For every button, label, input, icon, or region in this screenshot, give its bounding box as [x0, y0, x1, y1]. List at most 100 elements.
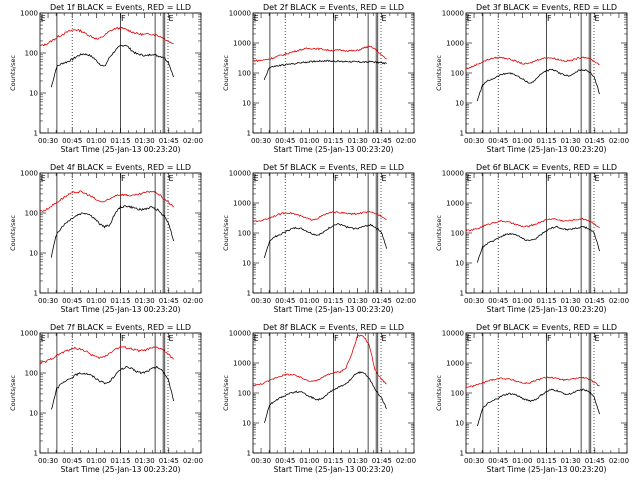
y-tick-label: 10 [29, 250, 38, 258]
y-tick-label: 1 [460, 450, 464, 458]
marker-label-e: E [41, 334, 46, 343]
x-tick-label: 01:45 [372, 297, 392, 305]
panel-det-7: Det 7f BLACK = Events, RED = LLD 1 10 100 10… [9, 323, 203, 474]
panel-title: Det 1f BLACK = Events, RED = LLD [50, 3, 191, 12]
y-tick-label: 10000 [442, 330, 464, 338]
y-tick-label: 1 [247, 130, 251, 138]
y-tick-label: 10000 [229, 10, 251, 18]
marker-label-e: E [594, 14, 599, 23]
y-tick-label: 10 [29, 90, 38, 98]
x-tick-label: 01:00 [299, 137, 319, 145]
x-tick-label: 01:00 [299, 457, 319, 465]
events-series-line [476, 388, 600, 427]
y-tick-label: 1 [34, 290, 38, 298]
y-tick-label: 100 [451, 70, 464, 78]
marker-label-e: E [168, 334, 173, 343]
x-axis-label: Start Time (25-Jan-13 00:23:20) [274, 465, 394, 474]
x-tick-label: 02:00 [396, 137, 416, 145]
y-axis-label: Counts/sec [435, 215, 443, 251]
marker-label-f: F [547, 14, 552, 23]
x-tick-label: 01:15 [323, 457, 343, 465]
y-tick-label: 1 [460, 130, 464, 138]
y-axis-label: Counts/sec [222, 215, 230, 251]
x-tick-label: 00:30 [38, 297, 58, 305]
x-axis-label: Start Time (25-Jan-13 00:23:20) [487, 145, 607, 154]
marker-label-e: E [254, 334, 259, 343]
y-tick-label: 10 [455, 420, 464, 428]
x-tick-label: 01:30 [135, 457, 155, 465]
x-tick-label: 00:45 [275, 297, 295, 305]
x-tick-label: 01:00 [86, 297, 106, 305]
events-series-line [263, 59, 387, 81]
panel-det-6: Det 6f BLACK = Events, RED = LLD 1 10 100 10… [435, 163, 629, 314]
x-tick-label: 01:15 [110, 457, 130, 465]
x-axis-label: Start Time (25-Jan-13 00:23:20) [61, 465, 181, 474]
y-axis-label: Counts/sec [222, 375, 230, 411]
y-tick-label: 1000 [20, 330, 38, 338]
panel-det-2: Det 2f BLACK = Events, RED = LLD 1 10 100 10… [222, 3, 416, 154]
y-tick-label: 10 [242, 260, 251, 268]
x-tick-label: 00:45 [62, 297, 82, 305]
y-tick-label: 100 [451, 390, 464, 398]
events-series-line [263, 370, 387, 424]
x-tick-label: 01:30 [561, 137, 581, 145]
y-tick-label: 10 [242, 100, 251, 108]
y-tick-label: 100 [238, 390, 251, 398]
x-tick-label: 00:30 [38, 457, 58, 465]
y-tick-label: 10 [455, 260, 464, 268]
marker-label-e: E [168, 174, 173, 183]
panel-det-8: Det 8f BLACK = Events, RED = LLD 1 10 100 10… [222, 323, 416, 474]
y-tick-label: 1000 [20, 10, 38, 18]
x-tick-label: 00:30 [38, 137, 58, 145]
y-tick-label: 1000 [446, 200, 464, 208]
y-tick-label: 100 [25, 370, 38, 378]
y-tick-label: 10000 [442, 170, 464, 178]
lld-series-line [40, 345, 174, 365]
y-axis-label: Counts/sec [9, 55, 17, 91]
x-tick-label: 00:45 [275, 457, 295, 465]
x-tick-label: 01:15 [536, 457, 556, 465]
x-tick-label: 01:00 [512, 137, 532, 145]
marker-label-e: E [168, 14, 173, 23]
x-tick-label: 01:15 [536, 137, 556, 145]
y-tick-label: 1 [34, 130, 38, 138]
marker-label-e: E [41, 174, 46, 183]
x-axis-label: Start Time (25-Jan-13 00:23:20) [61, 305, 181, 314]
x-tick-label: 01:00 [86, 137, 106, 145]
panel-det-3: Det 3f BLACK = Events, RED = LLD 1 10 100 10… [435, 3, 629, 154]
panel-title: Det 6f BLACK = Events, RED = LLD [476, 163, 617, 172]
y-tick-label: 10 [29, 410, 38, 418]
y-axis-label: Counts/sec [9, 375, 17, 411]
marker-label-f: F [121, 14, 126, 23]
x-tick-label: 01:30 [561, 457, 581, 465]
x-tick-label: 01:45 [159, 457, 179, 465]
x-tick-label: 01:30 [348, 137, 368, 145]
y-axis-label: Counts/sec [435, 55, 443, 91]
lld-series-line [253, 334, 387, 387]
y-tick-label: 10000 [442, 10, 464, 18]
panel-title: Det 3f BLACK = Events, RED = LLD [476, 3, 617, 12]
marker-label-e: E [254, 174, 259, 183]
marker-label-f: F [121, 334, 126, 343]
x-tick-label: 00:30 [464, 457, 484, 465]
y-tick-label: 10 [242, 420, 251, 428]
marker-label-f: F [547, 334, 552, 343]
events-series-line [476, 68, 600, 102]
x-axis-label: Start Time (25-Jan-13 00:23:20) [274, 305, 394, 314]
panel-title: Det 9f BLACK = Events, RED = LLD [476, 323, 617, 332]
marker-label-e: E [467, 174, 472, 183]
panel-det-1: Det 1f BLACK = Events, RED = LLD 1 10 100 10… [9, 3, 203, 154]
x-tick-label: 01:45 [159, 297, 179, 305]
marker-label-f: F [334, 14, 339, 23]
lld-series-line [40, 190, 174, 212]
x-tick-label: 01:45 [585, 297, 605, 305]
x-tick-label: 02:00 [396, 297, 416, 305]
marker-label-e: E [594, 334, 599, 343]
x-tick-label: 01:00 [86, 457, 106, 465]
x-tick-label: 00:45 [488, 457, 508, 465]
y-tick-label: 10000 [229, 330, 251, 338]
y-tick-label: 10 [455, 100, 464, 108]
x-tick-label: 01:15 [323, 297, 343, 305]
panel-title: Det 2f BLACK = Events, RED = LLD [263, 3, 404, 12]
x-axis-label: Start Time (25-Jan-13 00:23:20) [61, 145, 181, 154]
